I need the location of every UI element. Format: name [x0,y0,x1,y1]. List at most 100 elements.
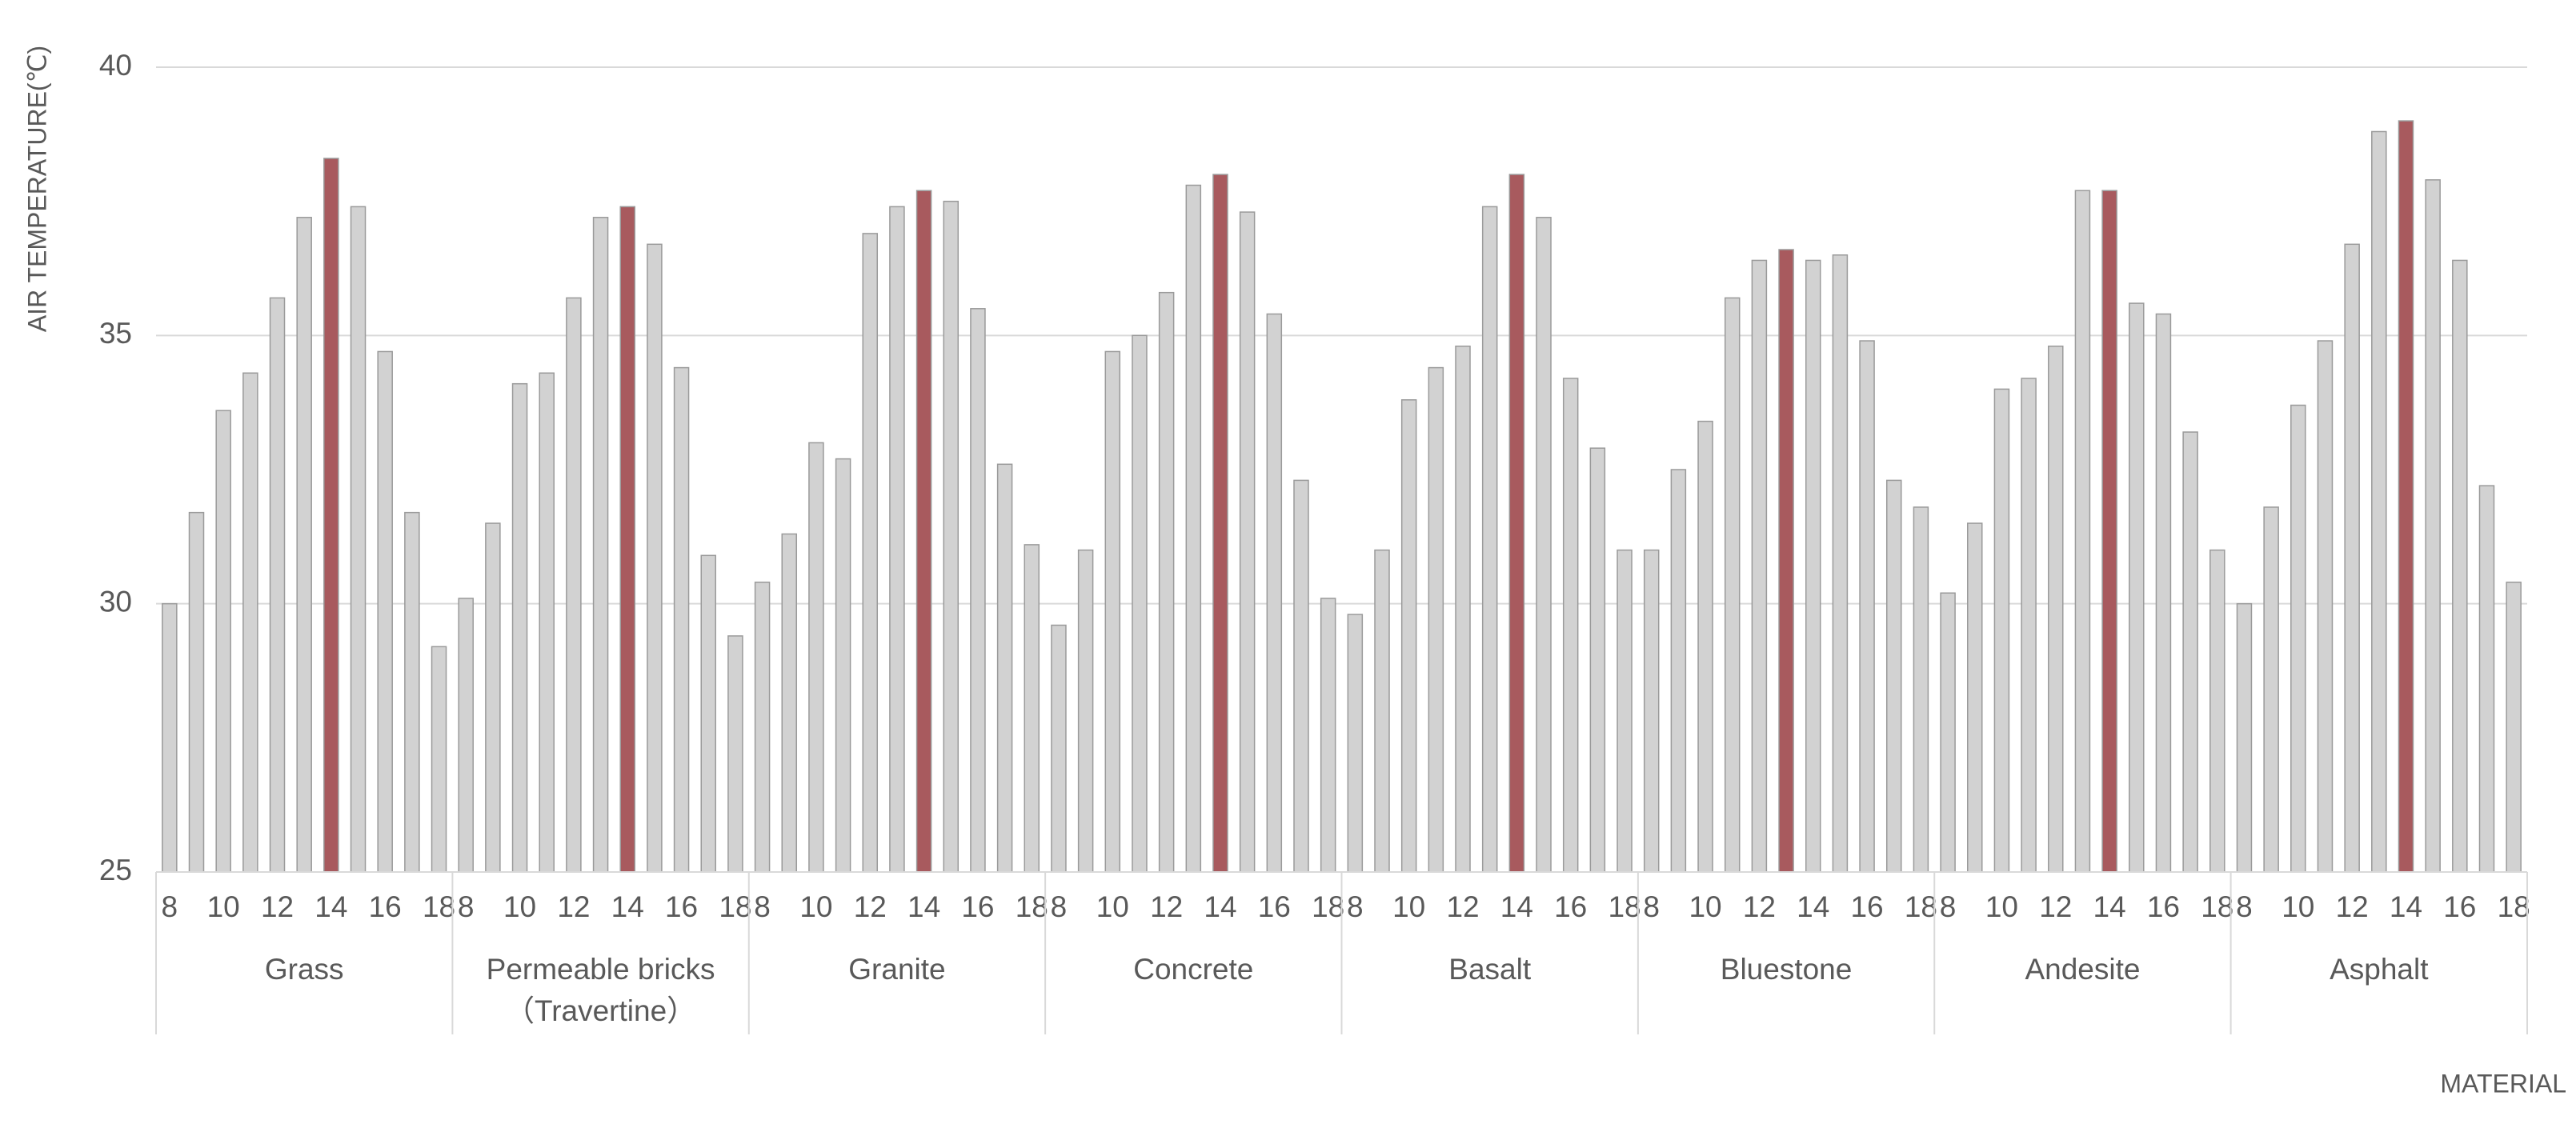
bar [566,297,582,873]
bar [700,554,716,873]
bar [2048,345,2064,873]
x-axis-label: MATERIAL [2440,1069,2566,1098]
bar [889,206,905,873]
group-label: Bluestone [1721,953,1853,986]
x-tick-label: 8 [1051,890,1068,923]
bar [808,442,824,873]
group-label: Basalt [1448,953,1532,986]
bar [2074,190,2091,873]
bar [350,206,367,873]
bar [1104,350,1121,873]
bar [1077,549,1094,873]
bar [1455,345,1471,873]
bar [431,646,447,873]
bar [1481,206,1498,873]
y-axis-label: AIR TEMPERATURE(℃) [22,46,51,332]
bar [2344,243,2360,873]
x-tick-label: 12 [261,890,294,923]
bar [1778,249,1794,873]
x-tick-label: 8 [2236,890,2253,923]
x-tick-label: 10 [207,890,240,923]
x-tick-label: 18 [719,890,751,923]
bar [943,200,959,873]
bar [915,190,932,873]
bar [592,217,609,873]
bar [2021,378,2037,873]
x-tick-label: 12 [1446,890,1479,923]
x-tick-label: 18 [1608,890,1641,923]
bar [162,602,178,873]
bar [1158,291,1175,873]
bar [2290,404,2306,873]
bar [404,511,420,873]
bar [511,382,528,873]
x-tick-label: 18 [423,890,455,923]
bar [2155,313,2172,873]
bar [458,598,474,873]
x-tick-label: 14 [611,890,644,923]
bar [1536,217,1552,873]
bar [1993,388,2010,873]
bar [1805,259,1821,873]
bar [1212,174,1228,873]
bar [1347,614,1364,873]
bar [323,158,339,873]
x-tick-label: 10 [1689,890,1721,923]
x-tick-label: 14 [1204,890,1236,923]
y-tick-label: 35 [99,317,132,350]
bar [1320,598,1336,873]
group-label: Granite [848,953,945,986]
bar [1940,592,1956,873]
x-tick-label: 18 [2201,890,2233,923]
bar [2317,340,2334,873]
bar [539,372,555,873]
x-tick-label: 8 [1940,890,1957,923]
bar [673,366,690,873]
bar [1913,506,1929,873]
group-label: Concrete [1133,953,1253,986]
bar [1239,211,1256,873]
bar [485,522,501,873]
bar [754,582,771,873]
bar [1859,340,1875,873]
bar [1266,313,1283,873]
bar [242,372,258,873]
bar [269,297,286,873]
x-tick-label: 12 [2336,890,2369,923]
x-tick-label: 16 [1554,890,1587,923]
x-tick-label: 16 [369,890,402,923]
bar [862,233,879,873]
bar [1832,254,1849,873]
x-tick-label: 14 [907,890,940,923]
x-tick-label: 16 [1258,890,1291,923]
group-label: Asphalt [2330,953,2429,986]
x-tick-label: 8 [162,890,178,923]
x-tick-label: 12 [557,890,590,923]
x-tick-label: 10 [1096,890,1129,923]
x-tick-label: 14 [1500,890,1533,923]
bar [835,458,851,873]
x-tick-label: 18 [2498,890,2530,923]
bar [188,511,205,873]
bar [1751,259,1768,873]
bar [296,217,312,873]
bar [377,350,393,873]
group-label: Grass [265,953,344,986]
bar [1589,447,1606,873]
x-tick-label: 12 [1743,890,1776,923]
x-tick-label: 16 [2443,890,2476,923]
x-tick-label: 10 [1392,890,1425,923]
bar [1697,420,1713,873]
bar [2236,602,2253,873]
x-tick-label: 14 [1797,890,1829,923]
bar [1562,378,1579,873]
x-tick-label: 16 [961,890,994,923]
bar [1428,366,1444,873]
bar [2371,130,2387,873]
bar [2425,179,2441,873]
bar [2209,549,2225,873]
bar [215,410,231,873]
x-tick-label: 8 [458,890,475,923]
bar [1024,544,1040,873]
x-tick-label: 16 [2147,890,2180,923]
